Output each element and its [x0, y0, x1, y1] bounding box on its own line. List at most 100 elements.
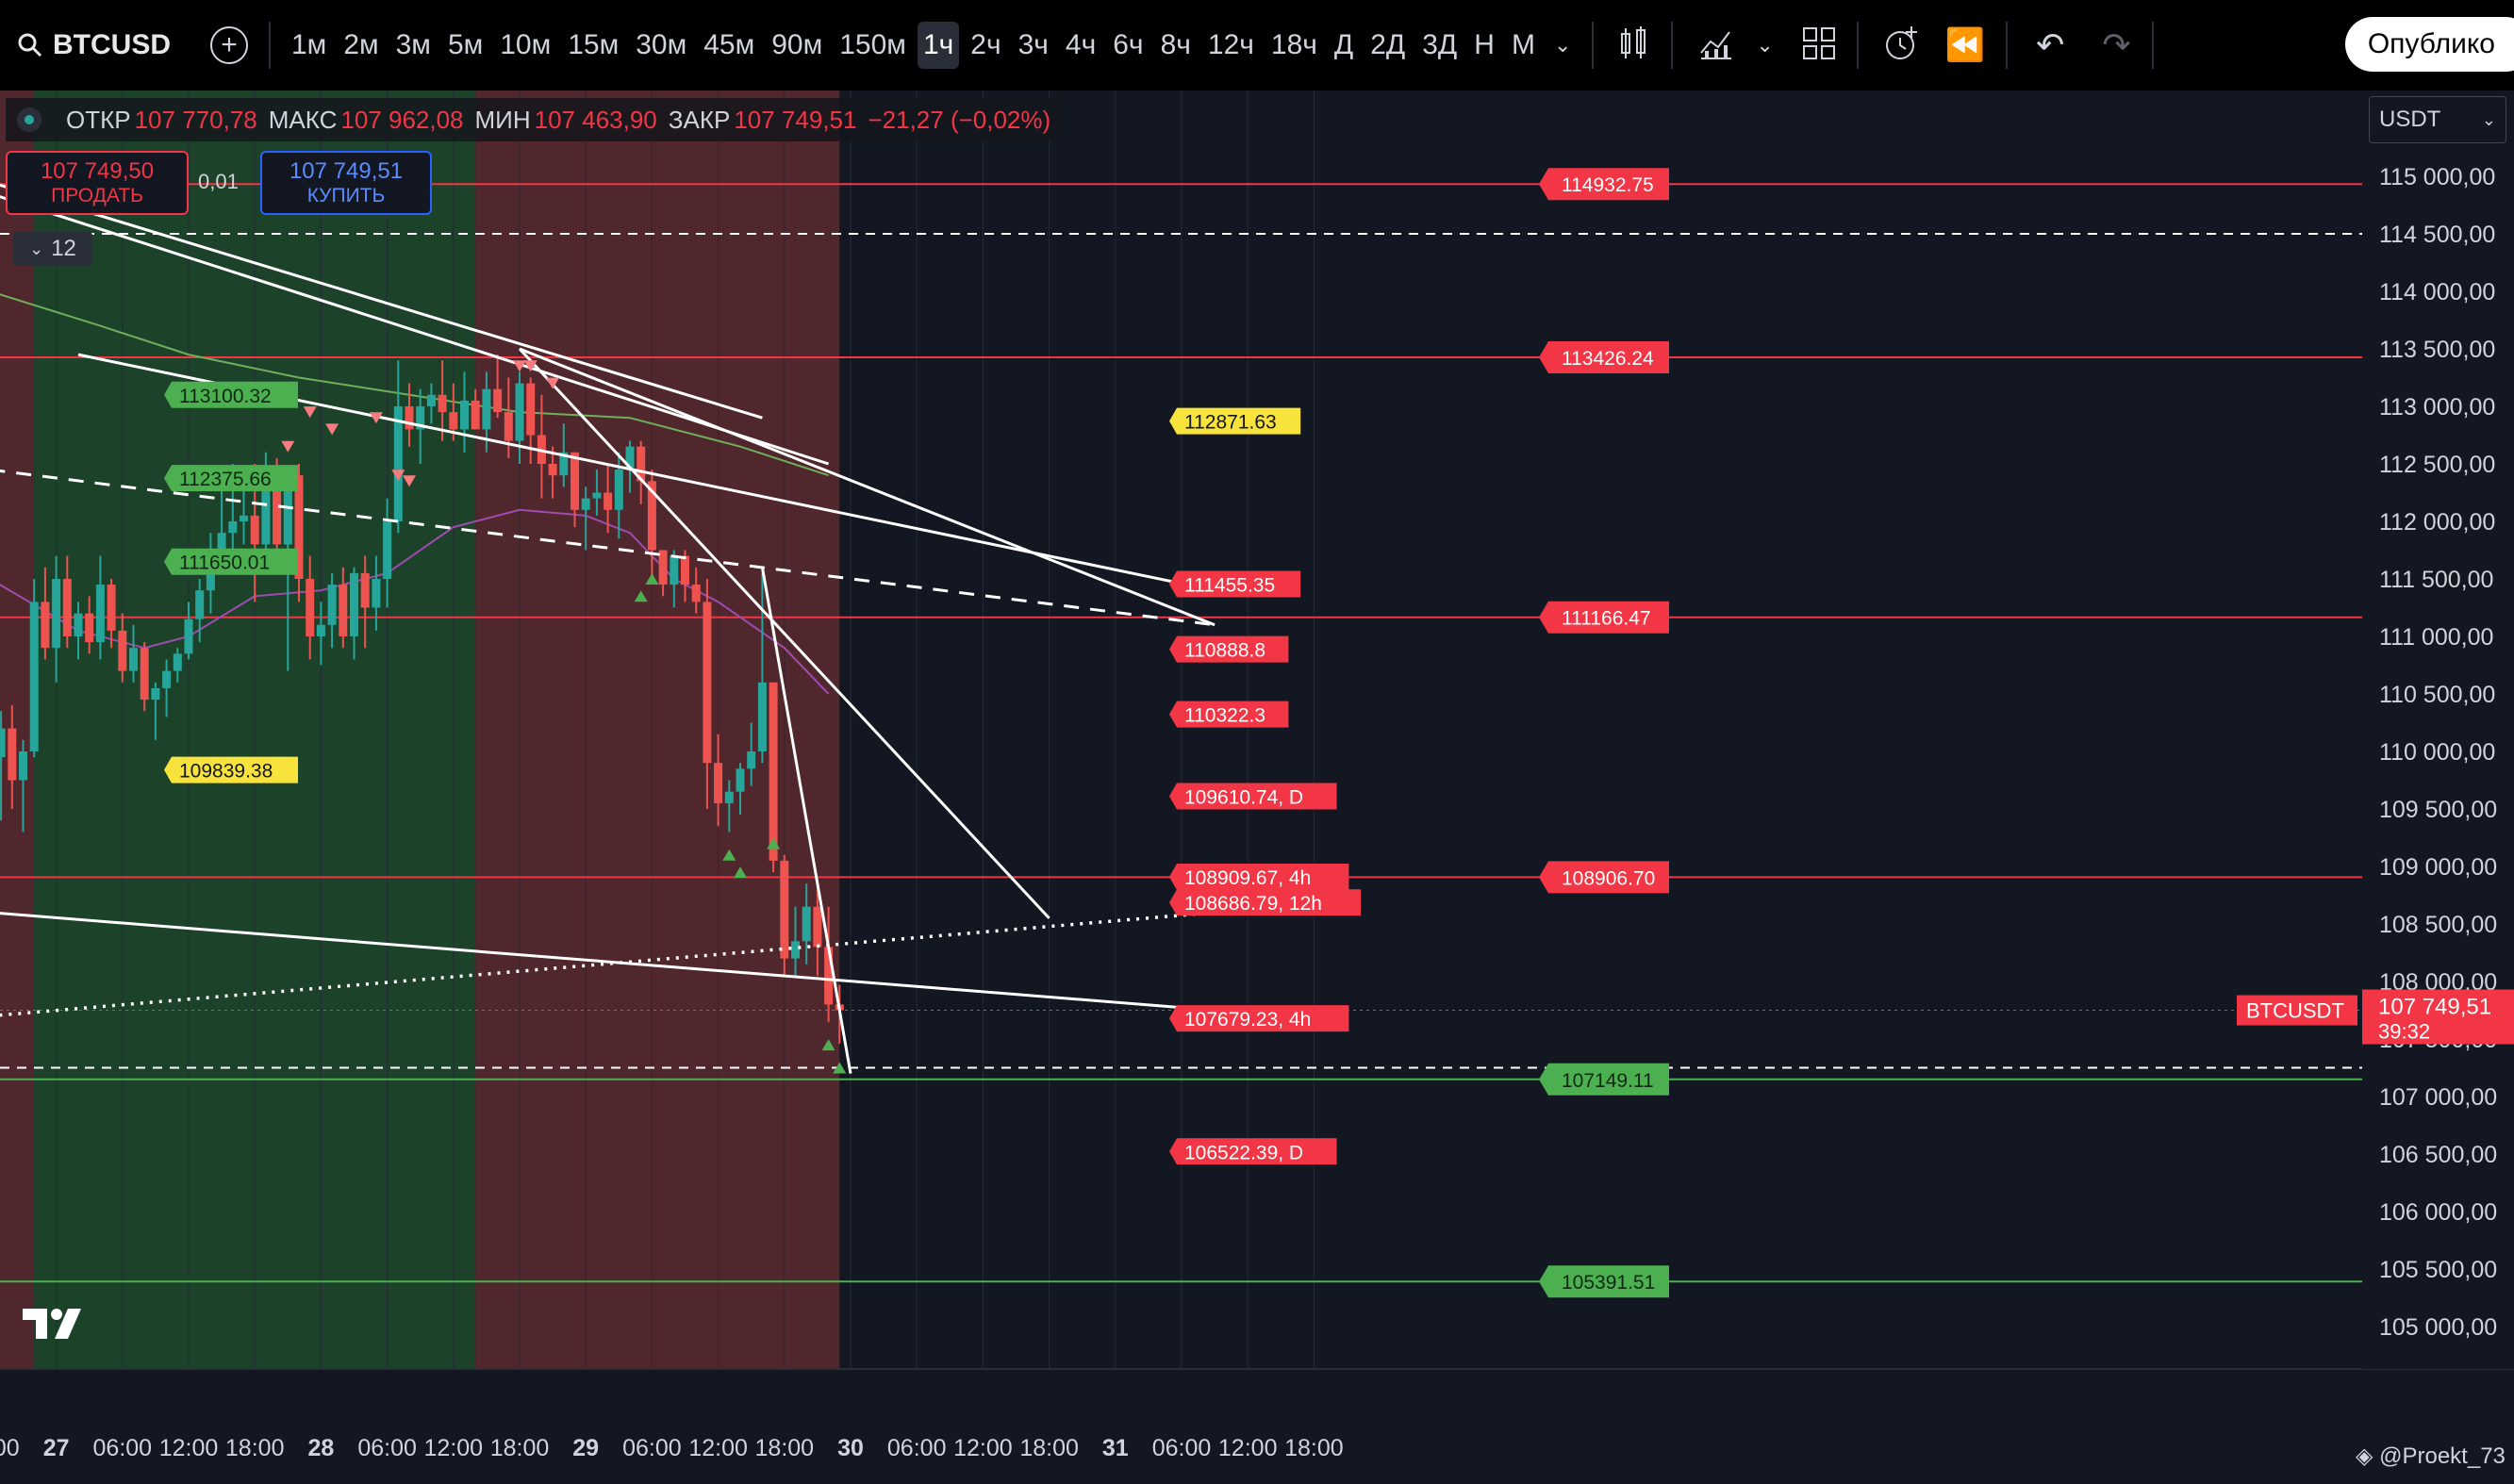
signal-marker-up	[734, 866, 747, 879]
candle-body	[294, 475, 304, 579]
time-tick: 27	[43, 1435, 70, 1461]
candle-body	[372, 579, 381, 608]
timeframe-21[interactable]: Н	[1474, 29, 1495, 60]
timeframe-11[interactable]: 2ч	[970, 29, 1001, 60]
open-value: 107 770,78	[134, 105, 257, 134]
annotation-text: 113100.32	[179, 386, 272, 407]
candle-body	[802, 906, 811, 942]
candle	[647, 470, 656, 579]
symbol-search[interactable]: BTCUSD	[17, 29, 171, 61]
timeframe-5[interactable]: 15м	[568, 29, 620, 60]
price-tick: 114 000,00	[2379, 279, 2495, 305]
chevron-down-icon[interactable]: ⌄	[1756, 33, 1774, 57]
candle-body	[526, 383, 536, 436]
toolbar-divider	[2151, 22, 2154, 69]
high-label: МАКС	[268, 105, 338, 134]
candle-body	[217, 533, 226, 551]
annotation-label: 110888.8	[1169, 635, 1289, 663]
level-label: 113426.24	[1539, 340, 1669, 373]
timeframe-20[interactable]: 3Д	[1422, 29, 1458, 60]
level-label-text: 114932.75	[1562, 174, 1654, 196]
low-value: 107 463,90	[534, 105, 657, 134]
visibility-eye-icon[interactable]	[17, 107, 41, 132]
timeframe-12[interactable]: 3ч	[1017, 29, 1049, 60]
timeframe-18[interactable]: Д	[1333, 29, 1354, 60]
candle	[62, 555, 72, 649]
timeframe-4[interactable]: 10м	[500, 29, 552, 60]
price-tick: 115 000,00	[2379, 164, 2495, 190]
candle-body	[0, 728, 6, 758]
timeframe-13[interactable]: 4ч	[1065, 29, 1097, 60]
candle-body	[195, 590, 205, 619]
trendline-4	[518, 347, 1050, 919]
price-chart[interactable]: 113100.32 112375.66 111650.01 109839.38 1128…	[0, 91, 2514, 1484]
session-zone-2	[475, 91, 840, 1369]
time-tick: 12:00	[1218, 1435, 1278, 1461]
level-label: 111166.47	[1539, 601, 1669, 634]
layout-icon[interactable]	[1802, 26, 1836, 65]
candle-body	[173, 653, 182, 671]
timeframe-15[interactable]: 8ч	[1160, 29, 1191, 60]
candle	[736, 763, 745, 816]
undo-icon[interactable]: ↶	[2036, 25, 2065, 64]
timeframe-16[interactable]: 12ч	[1207, 29, 1254, 60]
candle-body	[273, 481, 282, 545]
annotation-box	[164, 756, 298, 783]
candle-body	[769, 682, 778, 861]
time-tick: 18:00	[0, 1435, 20, 1461]
candle	[118, 613, 127, 683]
candle-body	[571, 452, 579, 510]
timeframe-9[interactable]: 150м	[839, 29, 906, 60]
indicators-icon[interactable]	[1697, 25, 1735, 67]
timeframe-19[interactable]: 2Д	[1370, 29, 1406, 60]
time-tick: 12:00	[688, 1435, 748, 1461]
candle-body	[62, 579, 72, 636]
level-label-text: 113426.24	[1562, 348, 1654, 370]
price-tick: 111 500,00	[2379, 567, 2493, 593]
signal-marker-up	[833, 1062, 847, 1074]
timeframe-10[interactable]: 1ч	[917, 22, 960, 69]
candle-body	[670, 555, 679, 585]
annotation-box	[1169, 635, 1289, 663]
signal-marker-down	[391, 470, 405, 482]
timeframe-3[interactable]: 5м	[447, 29, 484, 60]
signal-marker-down	[546, 377, 560, 389]
redo-icon[interactable]: ↷	[2102, 25, 2131, 64]
candle-body	[129, 648, 138, 671]
price-tick: 111 000,00	[2379, 624, 2493, 651]
candle	[316, 602, 325, 666]
annotation-text: 112375.66	[179, 469, 272, 490]
timeframe-17[interactable]: 18ч	[1270, 29, 1317, 60]
publish-button[interactable]: Опублико	[2344, 17, 2514, 72]
signal-marker-down	[523, 360, 538, 372]
price-axis: 115 000,00 114 500,00 114 000,00 113 500,00…	[2362, 91, 2514, 1369]
candle-body	[228, 521, 238, 534]
timeframe-22[interactable]: М	[1511, 29, 1535, 60]
indicators-collapse-button[interactable]: ⌄ 12	[13, 232, 92, 266]
add-symbol-icon[interactable]: +	[210, 26, 248, 64]
candle	[780, 854, 789, 976]
candle-body	[283, 475, 292, 545]
order-quantity[interactable]: 0,01	[198, 170, 239, 193]
buy-button[interactable]: 107 749,51 КУПИТЬ	[260, 151, 432, 215]
chevron-down-icon[interactable]: ⌄	[1553, 33, 1572, 57]
candle	[714, 734, 723, 827]
candle	[29, 579, 39, 758]
currency-select[interactable]: USDT ⌄	[2369, 96, 2506, 143]
timeframe-0[interactable]: 1м	[291, 29, 327, 60]
candles-icon[interactable]	[1618, 25, 1650, 67]
timeframe-1[interactable]: 2м	[343, 29, 379, 60]
timeframe-2[interactable]: 3м	[395, 29, 431, 60]
candle-body	[184, 618, 193, 654]
sell-button[interactable]: 107 749,50 ПРОДАТЬ	[6, 151, 189, 215]
timeframe-6[interactable]: 30м	[636, 29, 687, 60]
timeframe-7[interactable]: 45м	[703, 29, 755, 60]
candle-body	[625, 446, 635, 470]
candle-body	[681, 555, 689, 585]
candle-body	[393, 406, 403, 521]
time-axis-band	[0, 1369, 2514, 1484]
timeframe-14[interactable]: 6ч	[1113, 29, 1144, 60]
timeframe-8[interactable]: 90м	[771, 29, 823, 60]
alert-icon[interactable]	[1883, 25, 1921, 67]
replay-icon[interactable]: ⏪	[1944, 27, 1986, 63]
